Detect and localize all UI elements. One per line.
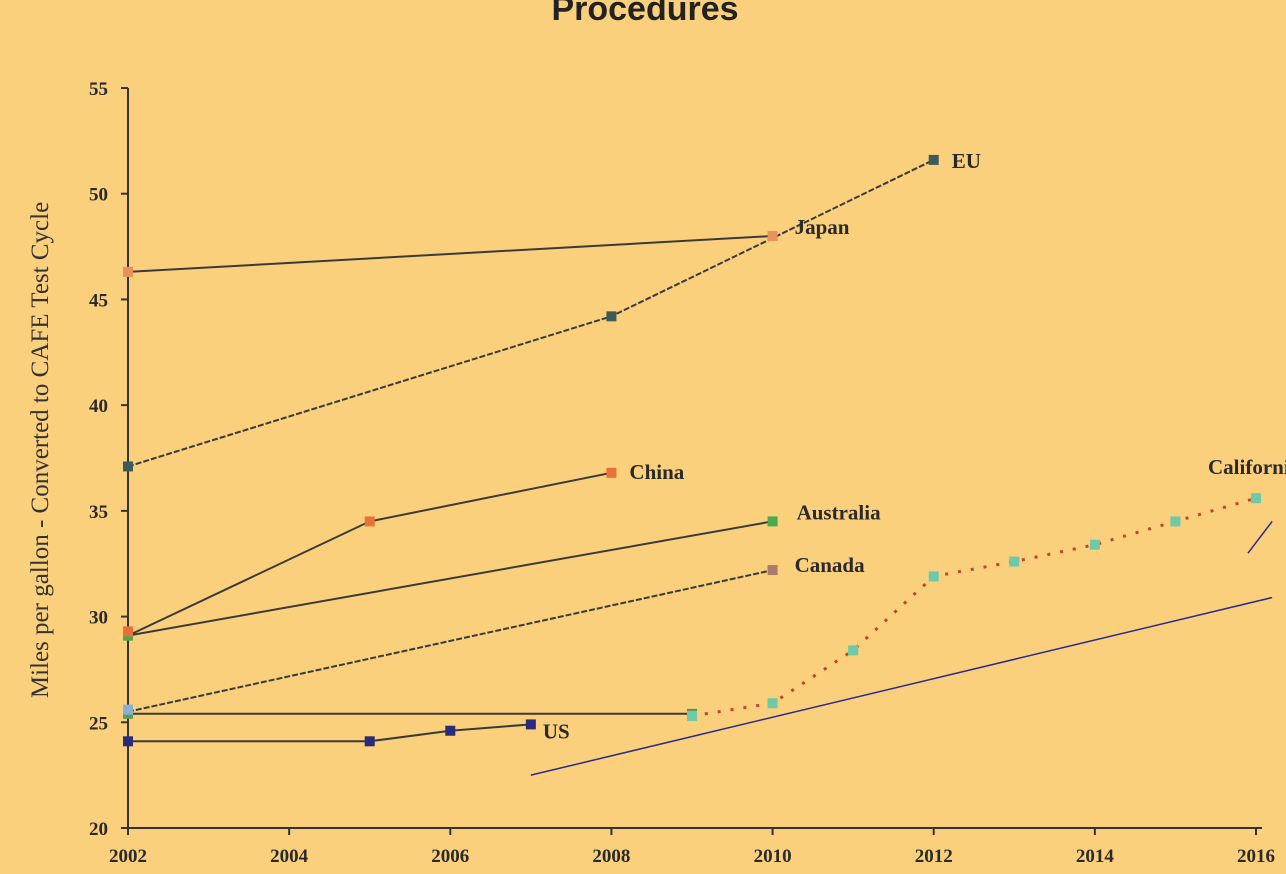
series-label-canada: Canada bbox=[795, 553, 866, 577]
x-tick-label: 2006 bbox=[431, 846, 469, 867]
series-label-california: California bbox=[1208, 455, 1286, 479]
data-point-eu bbox=[928, 154, 939, 165]
x-tick-label: 2010 bbox=[754, 846, 792, 867]
series-line-china bbox=[127, 471, 612, 637]
series-label-japan: Japan bbox=[795, 215, 850, 239]
series-line-us bbox=[128, 723, 531, 743]
series-label-australia: Australia bbox=[797, 500, 882, 524]
x-tick-label: 2008 bbox=[592, 846, 630, 867]
data-point-california bbox=[928, 571, 939, 582]
series-label-us: US bbox=[543, 719, 570, 743]
series-line-australia bbox=[127, 520, 773, 637]
x-tick-label: 2012 bbox=[915, 846, 953, 867]
y-tick-label: 40 bbox=[89, 396, 108, 417]
series-line-california bbox=[691, 496, 1257, 718]
x-tick-label: 2004 bbox=[270, 846, 309, 867]
data-point-start bbox=[123, 626, 133, 637]
data-point-start bbox=[123, 266, 133, 277]
y-tick-label: 20 bbox=[89, 819, 108, 840]
data-point-california bbox=[767, 698, 778, 709]
y-tick-label: 35 bbox=[89, 502, 108, 523]
data-point-california bbox=[1089, 539, 1100, 550]
series-label-china: China bbox=[629, 460, 684, 484]
y-tick-label: 50 bbox=[89, 185, 108, 206]
series-line-eu bbox=[127, 159, 935, 468]
data-point-california bbox=[1170, 516, 1181, 527]
data-point-california bbox=[1251, 493, 1261, 504]
data-point-australia bbox=[767, 516, 778, 527]
data-point-california bbox=[848, 645, 859, 656]
data-point-eu bbox=[123, 461, 133, 472]
annotation-line bbox=[1247, 520, 1273, 554]
x-tick-label: 2014 bbox=[1076, 846, 1115, 867]
chart-title: Procedures bbox=[551, 0, 738, 28]
data-point-japan bbox=[767, 231, 778, 241]
data-point-us bbox=[525, 719, 536, 730]
x-tick-label: 2002 bbox=[109, 846, 147, 867]
data-point-us bbox=[445, 725, 456, 736]
x-tick-label: 2016 bbox=[1237, 846, 1275, 867]
data-point-canada bbox=[767, 565, 778, 576]
series-label-eu: EU bbox=[952, 149, 981, 173]
y-tick-label: 25 bbox=[89, 713, 108, 734]
data-point-us bbox=[364, 736, 375, 747]
data-point-china bbox=[606, 467, 617, 478]
series-line-japan bbox=[127, 235, 773, 273]
y-axis-label: Miles per gallon - Converted to CAFE Tes… bbox=[27, 202, 54, 698]
y-tick-label: 45 bbox=[89, 290, 108, 311]
y-tick-label: 30 bbox=[89, 608, 108, 629]
y-tick-label: 55 bbox=[89, 79, 108, 100]
data-point-california bbox=[1009, 556, 1020, 567]
data-point-china bbox=[364, 516, 375, 527]
data-point-start bbox=[123, 704, 133, 715]
annotation-line bbox=[530, 596, 1273, 776]
data-point-california bbox=[687, 710, 697, 721]
series-line-canada bbox=[127, 569, 773, 713]
data-point-eu bbox=[606, 311, 617, 322]
data-point-us bbox=[123, 736, 133, 747]
